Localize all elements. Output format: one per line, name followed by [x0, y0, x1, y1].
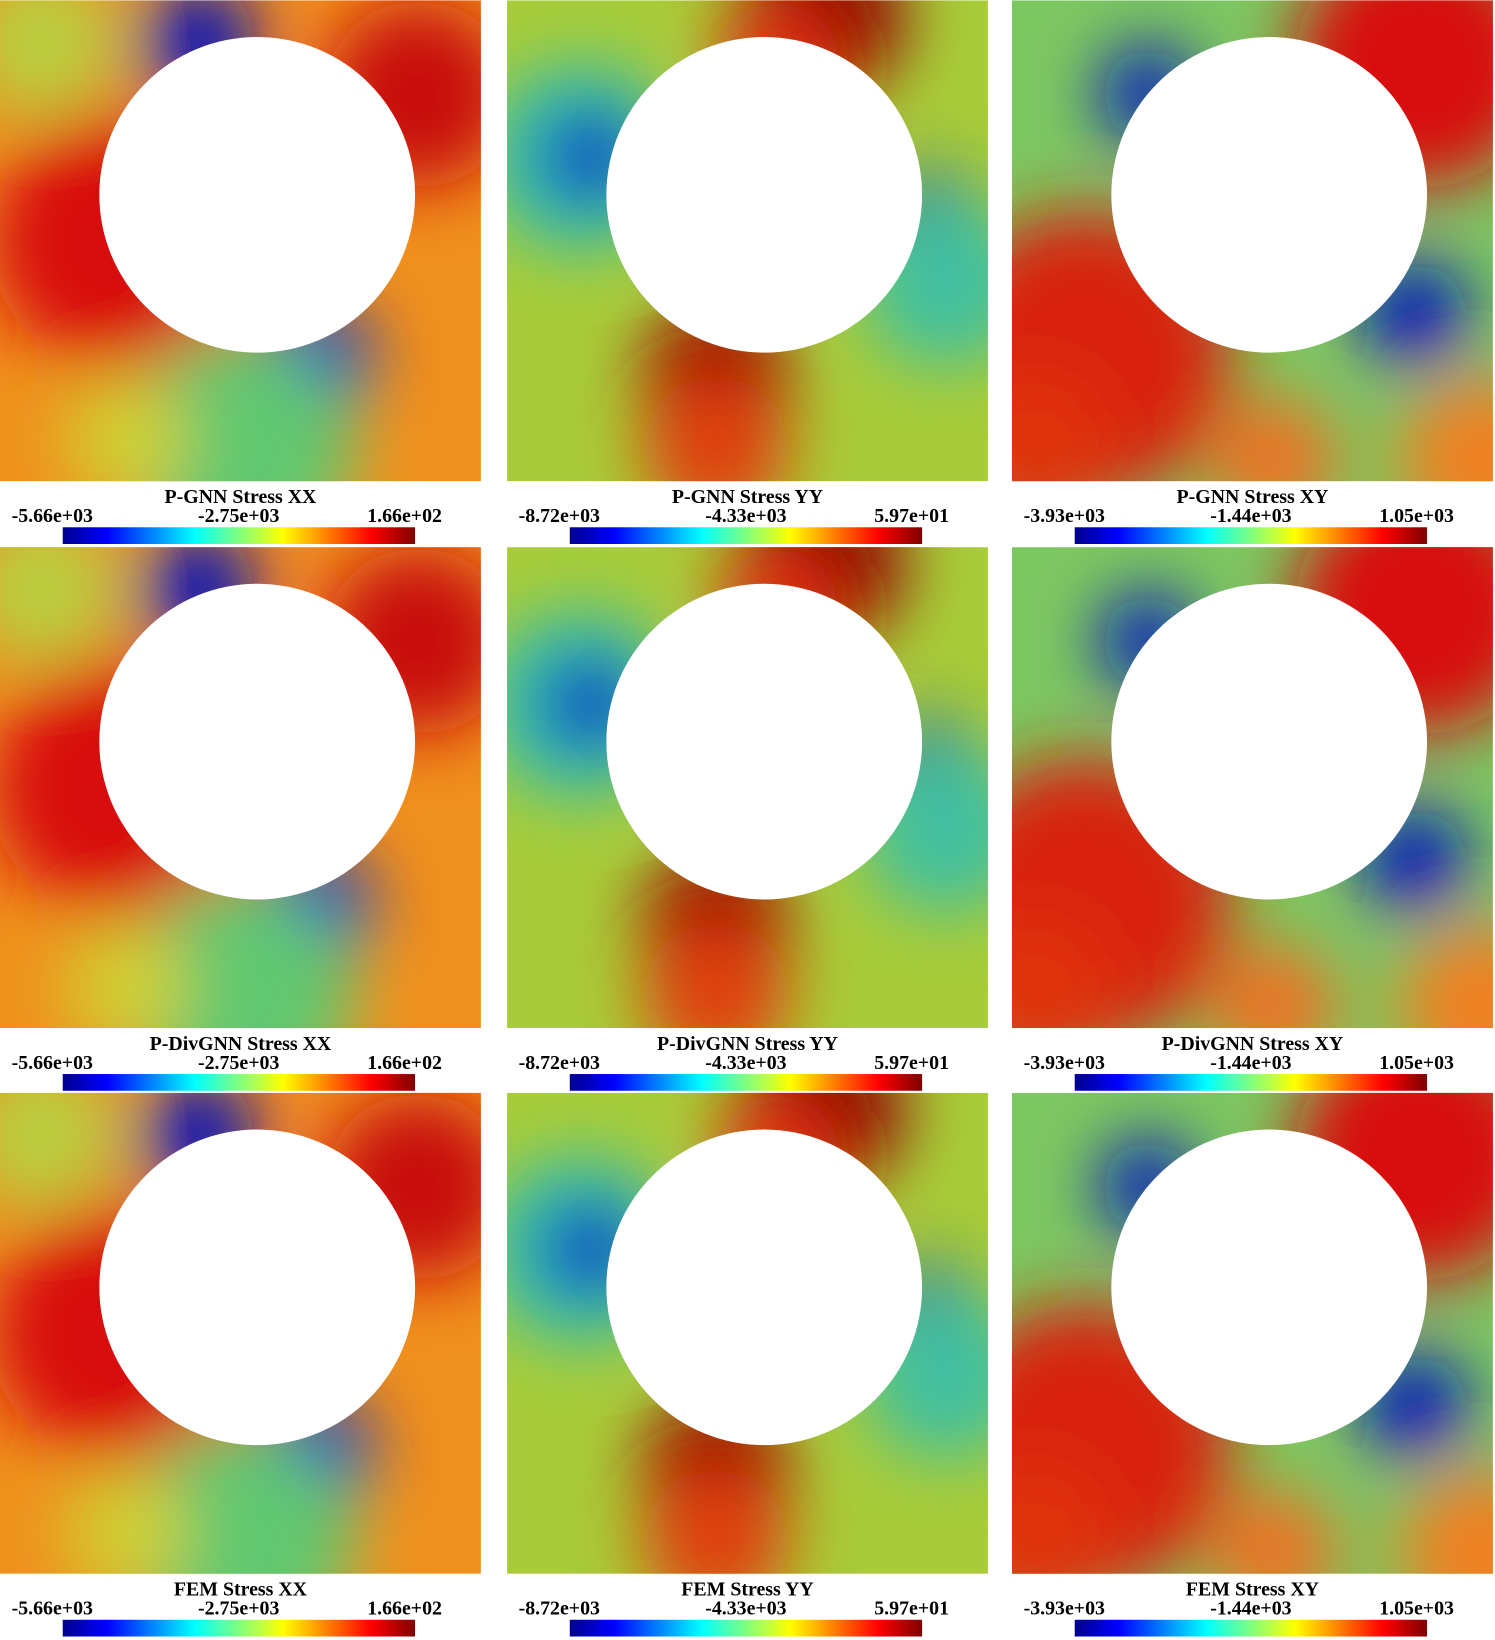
panel: P-DivGNN Stress XX -5.66e+03 -2.75e+03 1.66…	[0, 547, 481, 1091]
hole	[1111, 36, 1428, 353]
panel-title: P-GNN Stress XY	[1177, 486, 1329, 508]
hole	[1111, 1129, 1428, 1446]
colorbar-tick-label: 5.97e+01	[874, 1598, 949, 1620]
panel-title: P-DivGNN Stress XY	[1162, 1033, 1344, 1055]
hole	[99, 583, 416, 900]
colorbar	[1074, 527, 1428, 544]
hole	[606, 1129, 923, 1446]
hole	[99, 1129, 416, 1446]
colorbar-tick-label: -5.66e+03	[12, 1598, 93, 1620]
panel-title: P-DivGNN Stress YY	[657, 1033, 838, 1055]
colorbar-tick-label: -1.44e+03	[1210, 1598, 1291, 1620]
panel: FEM Stress YY -8.72e+03 -4.33e+03 5.97e+01	[507, 1092, 988, 1637]
colorbar-tick-label: 1.05e+03	[1379, 505, 1454, 527]
colorbar-tick-label: -3.93e+03	[1024, 505, 1105, 527]
colorbar	[569, 1074, 923, 1091]
colorbar	[62, 1619, 416, 1637]
colorbar	[62, 527, 416, 544]
panel-title: FEM Stress XY	[1186, 1579, 1319, 1601]
colorbar-tick-label: -8.72e+03	[519, 1052, 600, 1074]
panel: P-GNN Stress XY -3.93e+03 -1.44e+03 1.05e+0…	[1012, 0, 1493, 544]
panel: FEM Stress XX -5.66e+03 -2.75e+03 1.66e+02	[0, 1092, 481, 1637]
colorbar-tick-label: -4.33e+03	[705, 505, 786, 527]
colorbar	[1074, 1619, 1428, 1637]
panel: FEM Stress XY -3.93e+03 -1.44e+03 1.05e+03	[1012, 1092, 1493, 1637]
hole	[99, 36, 416, 353]
panel-title: FEM Stress XX	[174, 1579, 308, 1601]
colorbar-tick-label: 1.66e+02	[367, 1052, 442, 1074]
colorbar-tick-label: -2.75e+03	[198, 505, 279, 527]
colorbar-tick-label: -1.44e+03	[1210, 1052, 1291, 1074]
panel: P-DivGNN Stress YY -8.72e+03 -4.33e+03 5.97…	[507, 547, 988, 1091]
colorbar	[1074, 1074, 1428, 1091]
panel-title: P-GNN Stress YY	[672, 486, 823, 508]
colorbar	[569, 1619, 923, 1637]
hole	[1111, 583, 1428, 900]
panel: P-DivGNN Stress XY -3.93e+03 -1.44e+03 1.05…	[1012, 547, 1493, 1091]
colorbar	[569, 527, 923, 544]
colorbar-tick-label: -5.66e+03	[12, 505, 93, 527]
colorbar-tick-label: 1.05e+03	[1379, 1598, 1454, 1620]
colorbar-tick-label: -8.72e+03	[519, 1598, 600, 1620]
hole	[606, 583, 923, 900]
panel-title: FEM Stress YY	[681, 1579, 813, 1601]
colorbar-tick-label: 1.66e+02	[367, 1598, 442, 1620]
panel-title: P-DivGNN Stress XX	[150, 1033, 332, 1055]
hole	[606, 36, 923, 353]
panel-title: P-GNN Stress XX	[165, 486, 318, 508]
colorbar-tick-label: -2.75e+03	[198, 1052, 279, 1074]
colorbar-tick-label: -8.72e+03	[519, 505, 600, 527]
colorbar-tick-label: -5.66e+03	[12, 1052, 93, 1074]
colorbar-tick-label: -2.75e+03	[198, 1598, 279, 1620]
colorbar-tick-label: 5.97e+01	[874, 505, 949, 527]
colorbar-tick-label: 1.66e+02	[367, 505, 442, 527]
colorbar	[62, 1074, 416, 1091]
colorbar-tick-label: 1.05e+03	[1379, 1052, 1454, 1074]
colorbar-tick-label: -4.33e+03	[705, 1598, 786, 1620]
colorbar-tick-label: -4.33e+03	[705, 1052, 786, 1074]
panel: P-GNN Stress XX -5.66e+03 -2.75e+03 1.66e+0…	[0, 0, 481, 544]
colorbar-tick-label: -3.93e+03	[1024, 1052, 1105, 1074]
panel: P-GNN Stress YY -8.72e+03 -4.33e+03 5.97e+0…	[507, 0, 988, 544]
colorbar-tick-label: -1.44e+03	[1210, 505, 1291, 527]
colorbar-tick-label: 5.97e+01	[874, 1052, 949, 1074]
colorbar-tick-label: -3.93e+03	[1024, 1598, 1105, 1620]
stress-field	[1012, 1092, 1493, 1574]
